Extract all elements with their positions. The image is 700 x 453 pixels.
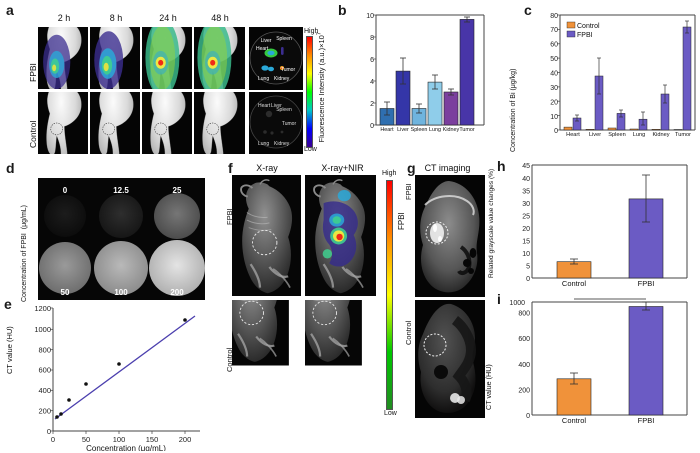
svg-text:Heart: Heart bbox=[380, 127, 394, 133]
svg-text:4: 4 bbox=[370, 79, 374, 86]
svg-text:Kidney: Kidney bbox=[274, 76, 290, 82]
svg-text:600: 600 bbox=[38, 366, 51, 375]
svg-text:150: 150 bbox=[146, 435, 159, 444]
svg-text:Lung: Lung bbox=[258, 141, 269, 147]
svg-text:Spleen: Spleen bbox=[276, 36, 292, 42]
svg-text:Spleen: Spleen bbox=[608, 132, 625, 138]
svg-text:0: 0 bbox=[370, 123, 374, 130]
svg-text:1200: 1200 bbox=[34, 304, 51, 313]
svg-text:**: ** bbox=[607, 297, 613, 300]
svg-text:40: 40 bbox=[522, 176, 530, 183]
svg-text:Kidney: Kidney bbox=[652, 132, 669, 138]
svg-text:80: 80 bbox=[550, 13, 558, 20]
svg-text:Heart: Heart bbox=[256, 46, 269, 52]
svg-text:Heart: Heart bbox=[566, 132, 580, 138]
svg-text:12.5: 12.5 bbox=[113, 186, 129, 195]
svg-text:FPBI: FPBI bbox=[638, 279, 655, 288]
svg-text:800: 800 bbox=[518, 311, 530, 318]
svg-text:FPBI: FPBI bbox=[638, 416, 655, 425]
svg-text:8: 8 bbox=[370, 35, 374, 42]
svg-text:6: 6 bbox=[370, 57, 374, 64]
svg-text:Tumor: Tumor bbox=[282, 121, 297, 127]
svg-text:60: 60 bbox=[550, 42, 558, 49]
svg-text:200: 200 bbox=[38, 407, 51, 416]
svg-text:400: 400 bbox=[38, 386, 51, 395]
svg-text:2: 2 bbox=[370, 101, 374, 108]
svg-text:Control: Control bbox=[562, 279, 587, 288]
svg-text:Tumor: Tumor bbox=[459, 127, 475, 133]
svg-text:200: 200 bbox=[170, 288, 184, 297]
svg-text:0: 0 bbox=[554, 128, 558, 135]
svg-text:30: 30 bbox=[522, 201, 530, 208]
svg-text:5: 5 bbox=[526, 264, 530, 271]
svg-text:50: 50 bbox=[61, 288, 70, 297]
svg-text:Kidney: Kidney bbox=[274, 141, 290, 147]
svg-text:10: 10 bbox=[550, 114, 558, 121]
svg-text:Concentration (μg/mL): Concentration (μg/mL) bbox=[86, 444, 166, 451]
svg-text:10: 10 bbox=[522, 251, 530, 258]
svg-text:20: 20 bbox=[550, 100, 558, 107]
svg-text:50: 50 bbox=[550, 56, 558, 63]
svg-text:FPBI: FPBI bbox=[577, 32, 593, 39]
svg-text:Liver: Liver bbox=[589, 132, 601, 138]
svg-text:Spleen: Spleen bbox=[411, 127, 428, 133]
svg-text:Heart: Heart bbox=[258, 103, 271, 109]
svg-text:1000: 1000 bbox=[34, 325, 51, 334]
svg-text:Liver: Liver bbox=[397, 127, 409, 133]
svg-text:200: 200 bbox=[518, 387, 530, 394]
svg-text:10: 10 bbox=[366, 13, 374, 20]
svg-text:Lung: Lung bbox=[258, 76, 269, 82]
svg-text:800: 800 bbox=[38, 345, 51, 354]
svg-text:0: 0 bbox=[526, 276, 530, 283]
svg-text:25: 25 bbox=[522, 214, 530, 221]
svg-text:200: 200 bbox=[179, 435, 192, 444]
svg-text:Tumor: Tumor bbox=[675, 132, 691, 138]
svg-text:35: 35 bbox=[522, 189, 530, 196]
svg-text:1000: 1000 bbox=[509, 300, 525, 307]
svg-text:30: 30 bbox=[550, 85, 558, 92]
svg-text:Control: Control bbox=[562, 416, 587, 425]
svg-text:0: 0 bbox=[526, 413, 530, 420]
svg-text:40: 40 bbox=[550, 71, 558, 78]
svg-text:0: 0 bbox=[51, 435, 55, 444]
svg-text:Lung: Lung bbox=[429, 127, 441, 133]
svg-text:Control: Control bbox=[577, 23, 600, 30]
svg-text:70: 70 bbox=[550, 27, 558, 34]
svg-text:Tumor: Tumor bbox=[281, 67, 296, 73]
svg-text:100: 100 bbox=[114, 288, 128, 297]
svg-text:400: 400 bbox=[518, 362, 530, 369]
svg-text:50: 50 bbox=[82, 435, 90, 444]
svg-text:600: 600 bbox=[518, 336, 530, 343]
svg-text:Kidney: Kidney bbox=[443, 127, 460, 133]
svg-text:20: 20 bbox=[522, 226, 530, 233]
svg-text:Lung: Lung bbox=[633, 132, 645, 138]
svg-text:0: 0 bbox=[63, 186, 68, 195]
svg-text:Spleen: Spleen bbox=[276, 107, 292, 113]
svg-text:100: 100 bbox=[113, 435, 126, 444]
svg-text:45: 45 bbox=[522, 163, 530, 170]
svg-text:Liver: Liver bbox=[261, 38, 272, 44]
svg-text:15: 15 bbox=[522, 239, 530, 246]
